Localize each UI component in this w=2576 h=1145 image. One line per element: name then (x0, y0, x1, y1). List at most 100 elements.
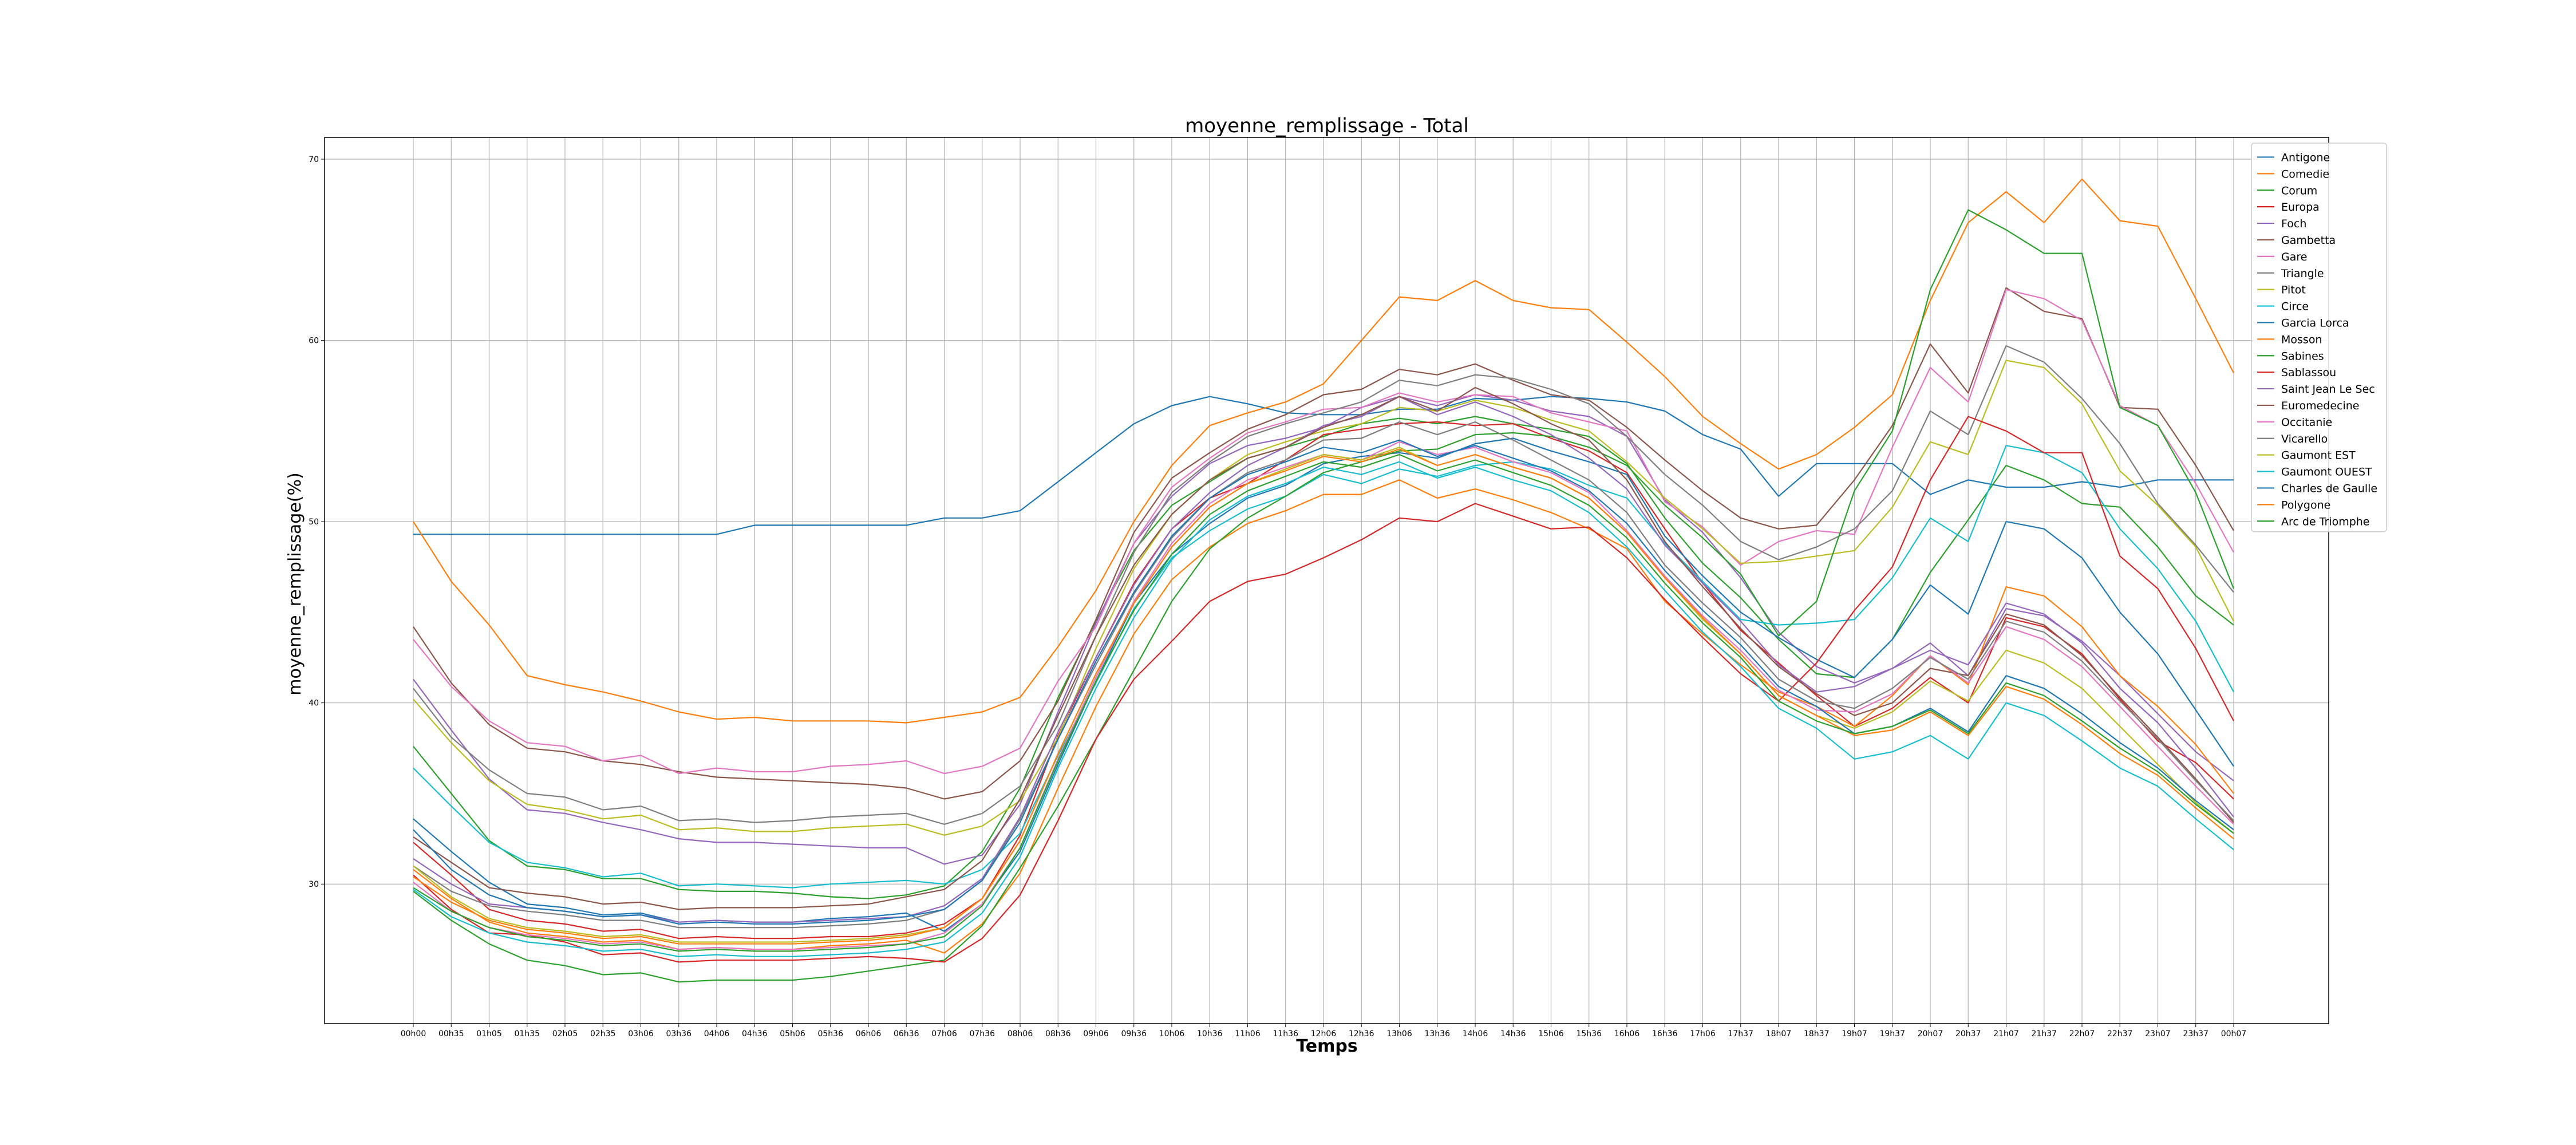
plot-background (325, 137, 2329, 1024)
x-tick-label: 16h36 (1652, 1029, 1678, 1039)
legend-label-pitot: Pitot (2281, 284, 2306, 297)
legend-label-sablassou: Sablassou (2281, 366, 2336, 379)
x-tick-label: 05h06 (780, 1029, 805, 1039)
legend-label-occitanie: Occitanie (2281, 416, 2332, 429)
chart-title: moyenne_remplissage - Total (1185, 114, 1469, 137)
series-line-gare (413, 289, 2234, 775)
series-line-polygone (413, 448, 2234, 945)
legend-label-europa: Europa (2281, 201, 2320, 214)
series-line-euromedecine (413, 386, 2234, 910)
y-tick-label: 60 (309, 337, 319, 346)
legend-label-antigone: Antigone (2281, 151, 2330, 164)
y-tick-label: 70 (309, 155, 319, 164)
x-tick-label: 17h06 (1690, 1029, 1716, 1039)
x-tick-label: 20h07 (1918, 1029, 1943, 1039)
x-tick-label: 07h06 (931, 1029, 957, 1039)
y-tick-label: 50 (309, 518, 319, 527)
legend-label-mosson: Mosson (2281, 333, 2322, 346)
legend-label-gare: Gare (2281, 251, 2307, 263)
x-tick-label: 14h36 (1500, 1029, 1526, 1039)
x-tick-label: 15h36 (1576, 1029, 1602, 1039)
legend-label-saint-jean-le-sec: Saint Jean Le Sec (2281, 383, 2375, 396)
x-tick-label: 13h36 (1424, 1029, 1450, 1039)
legend-label-gaumont-est: Gaumont EST (2281, 449, 2356, 462)
legend-label-comedie: Comedie (2281, 168, 2329, 180)
x-tick-label: 16h06 (1614, 1029, 1640, 1039)
series-line-pitot (413, 360, 2234, 836)
y-tick-label: 40 (309, 699, 319, 708)
x-tick-label: 03h06 (628, 1029, 654, 1039)
x-tick-label: 02h05 (552, 1029, 578, 1039)
x-tick-label: 00h00 (401, 1029, 426, 1039)
y-axis-label: moyenne_remplissage(%) (285, 472, 305, 695)
x-tick-label: 05h36 (817, 1029, 843, 1039)
legend-label-gambetta: Gambetta (2281, 234, 2336, 247)
x-tick-label: 14h06 (1463, 1029, 1488, 1039)
x-tick-label: 18h37 (1804, 1029, 1830, 1039)
x-tick-label: 22h07 (2069, 1029, 2095, 1039)
series-line-gambetta (413, 287, 2234, 800)
x-tick-label: 23h37 (2183, 1029, 2208, 1039)
x-tick-label: 22h37 (2107, 1029, 2133, 1039)
x-axis-label: Temps (1296, 1036, 1357, 1056)
x-tick-label: 19h37 (1879, 1029, 1905, 1039)
legend-label-circe: Circe (2281, 301, 2309, 313)
series-lines (413, 178, 2235, 983)
legend-label-gaumont-ouest: Gaumont OUEST (2281, 466, 2372, 479)
x-tick-label: 01h35 (514, 1029, 540, 1039)
x-tick-label: 17h37 (1728, 1029, 1753, 1039)
series-line-comedie (413, 178, 2234, 724)
x-tick-label: 11h36 (1273, 1029, 1298, 1039)
x-tick-label: 19h07 (1842, 1029, 1867, 1039)
legend-label-polygone: Polygone (2281, 499, 2330, 511)
plot-frame (324, 137, 2329, 1024)
x-tick-label: 12h06 (1311, 1029, 1337, 1039)
series-line-vicarello (413, 421, 2234, 929)
series-line-europa (413, 421, 2234, 939)
x-tick-label: 20h37 (1955, 1029, 1981, 1039)
x-tick-label: 07h36 (969, 1029, 995, 1039)
series-line-sablassou (413, 416, 2234, 963)
series-line-gaumont-est (413, 447, 2234, 943)
series-line-gaumont-ouest (413, 461, 2234, 958)
series-line-charles-de-gaulle (413, 439, 2234, 925)
x-axis-ticks: 00h00 00h35 01h05 01h35 02h05 02h35 03h06 03h36… (401, 1024, 2247, 1039)
series-line-antigone (413, 396, 2234, 535)
legend-label-garcia-lorca: Garcia Lorca (2281, 317, 2349, 329)
legend-label-arc-de-triomphe: Arc de Triomphe (2281, 515, 2370, 528)
x-tick-label: 01h05 (476, 1029, 502, 1039)
plot-area (325, 137, 2329, 1024)
x-tick-label: 00h07 (2221, 1029, 2247, 1039)
x-tick-label: 18h07 (1766, 1029, 1792, 1039)
grid-lines (325, 137, 2329, 1024)
series-line-arc-de-triomphe (413, 453, 2234, 952)
x-tick-label: 06h06 (856, 1029, 882, 1039)
series-line-triangle (413, 345, 2234, 825)
x-tick-label: 06h36 (894, 1029, 919, 1039)
x-tick-label: 03h36 (666, 1029, 692, 1039)
y-axis-ticks: 30 40 50 60 70 (309, 155, 325, 889)
x-tick-label: 02h35 (590, 1029, 616, 1039)
legend-box (2251, 143, 2387, 532)
legend-label-foch: Foch (2281, 218, 2306, 230)
legend-label-corum: Corum (2281, 184, 2317, 197)
x-tick-label: 21h37 (2031, 1029, 2057, 1039)
series-line-sabines (413, 209, 2235, 983)
x-tick-label: 13h06 (1386, 1029, 1412, 1039)
x-tick-label: 09h36 (1121, 1029, 1147, 1039)
x-tick-label: 23h07 (2145, 1029, 2171, 1039)
x-tick-label: 15h06 (1538, 1029, 1564, 1039)
legend-label-sabines: Sabines (2281, 350, 2324, 362)
x-tick-label: 09h06 (1083, 1029, 1109, 1039)
x-tick-label: 12h36 (1349, 1029, 1374, 1039)
legend: Antigone Comedie Corum Europa Foch Gambetta Ga… (2251, 143, 2387, 532)
x-tick-label: 04h06 (704, 1029, 730, 1039)
y-tick-label: 30 (309, 880, 319, 889)
legend-label-triangle: Triangle (2281, 267, 2324, 280)
series-line-corum (413, 416, 2234, 899)
x-tick-label: 10h36 (1197, 1029, 1223, 1039)
series-line-saint-jean-le-sec (413, 396, 2234, 923)
legend-label-vicarello: Vicarello (2281, 433, 2328, 445)
x-tick-label: 21h07 (1993, 1029, 2019, 1039)
